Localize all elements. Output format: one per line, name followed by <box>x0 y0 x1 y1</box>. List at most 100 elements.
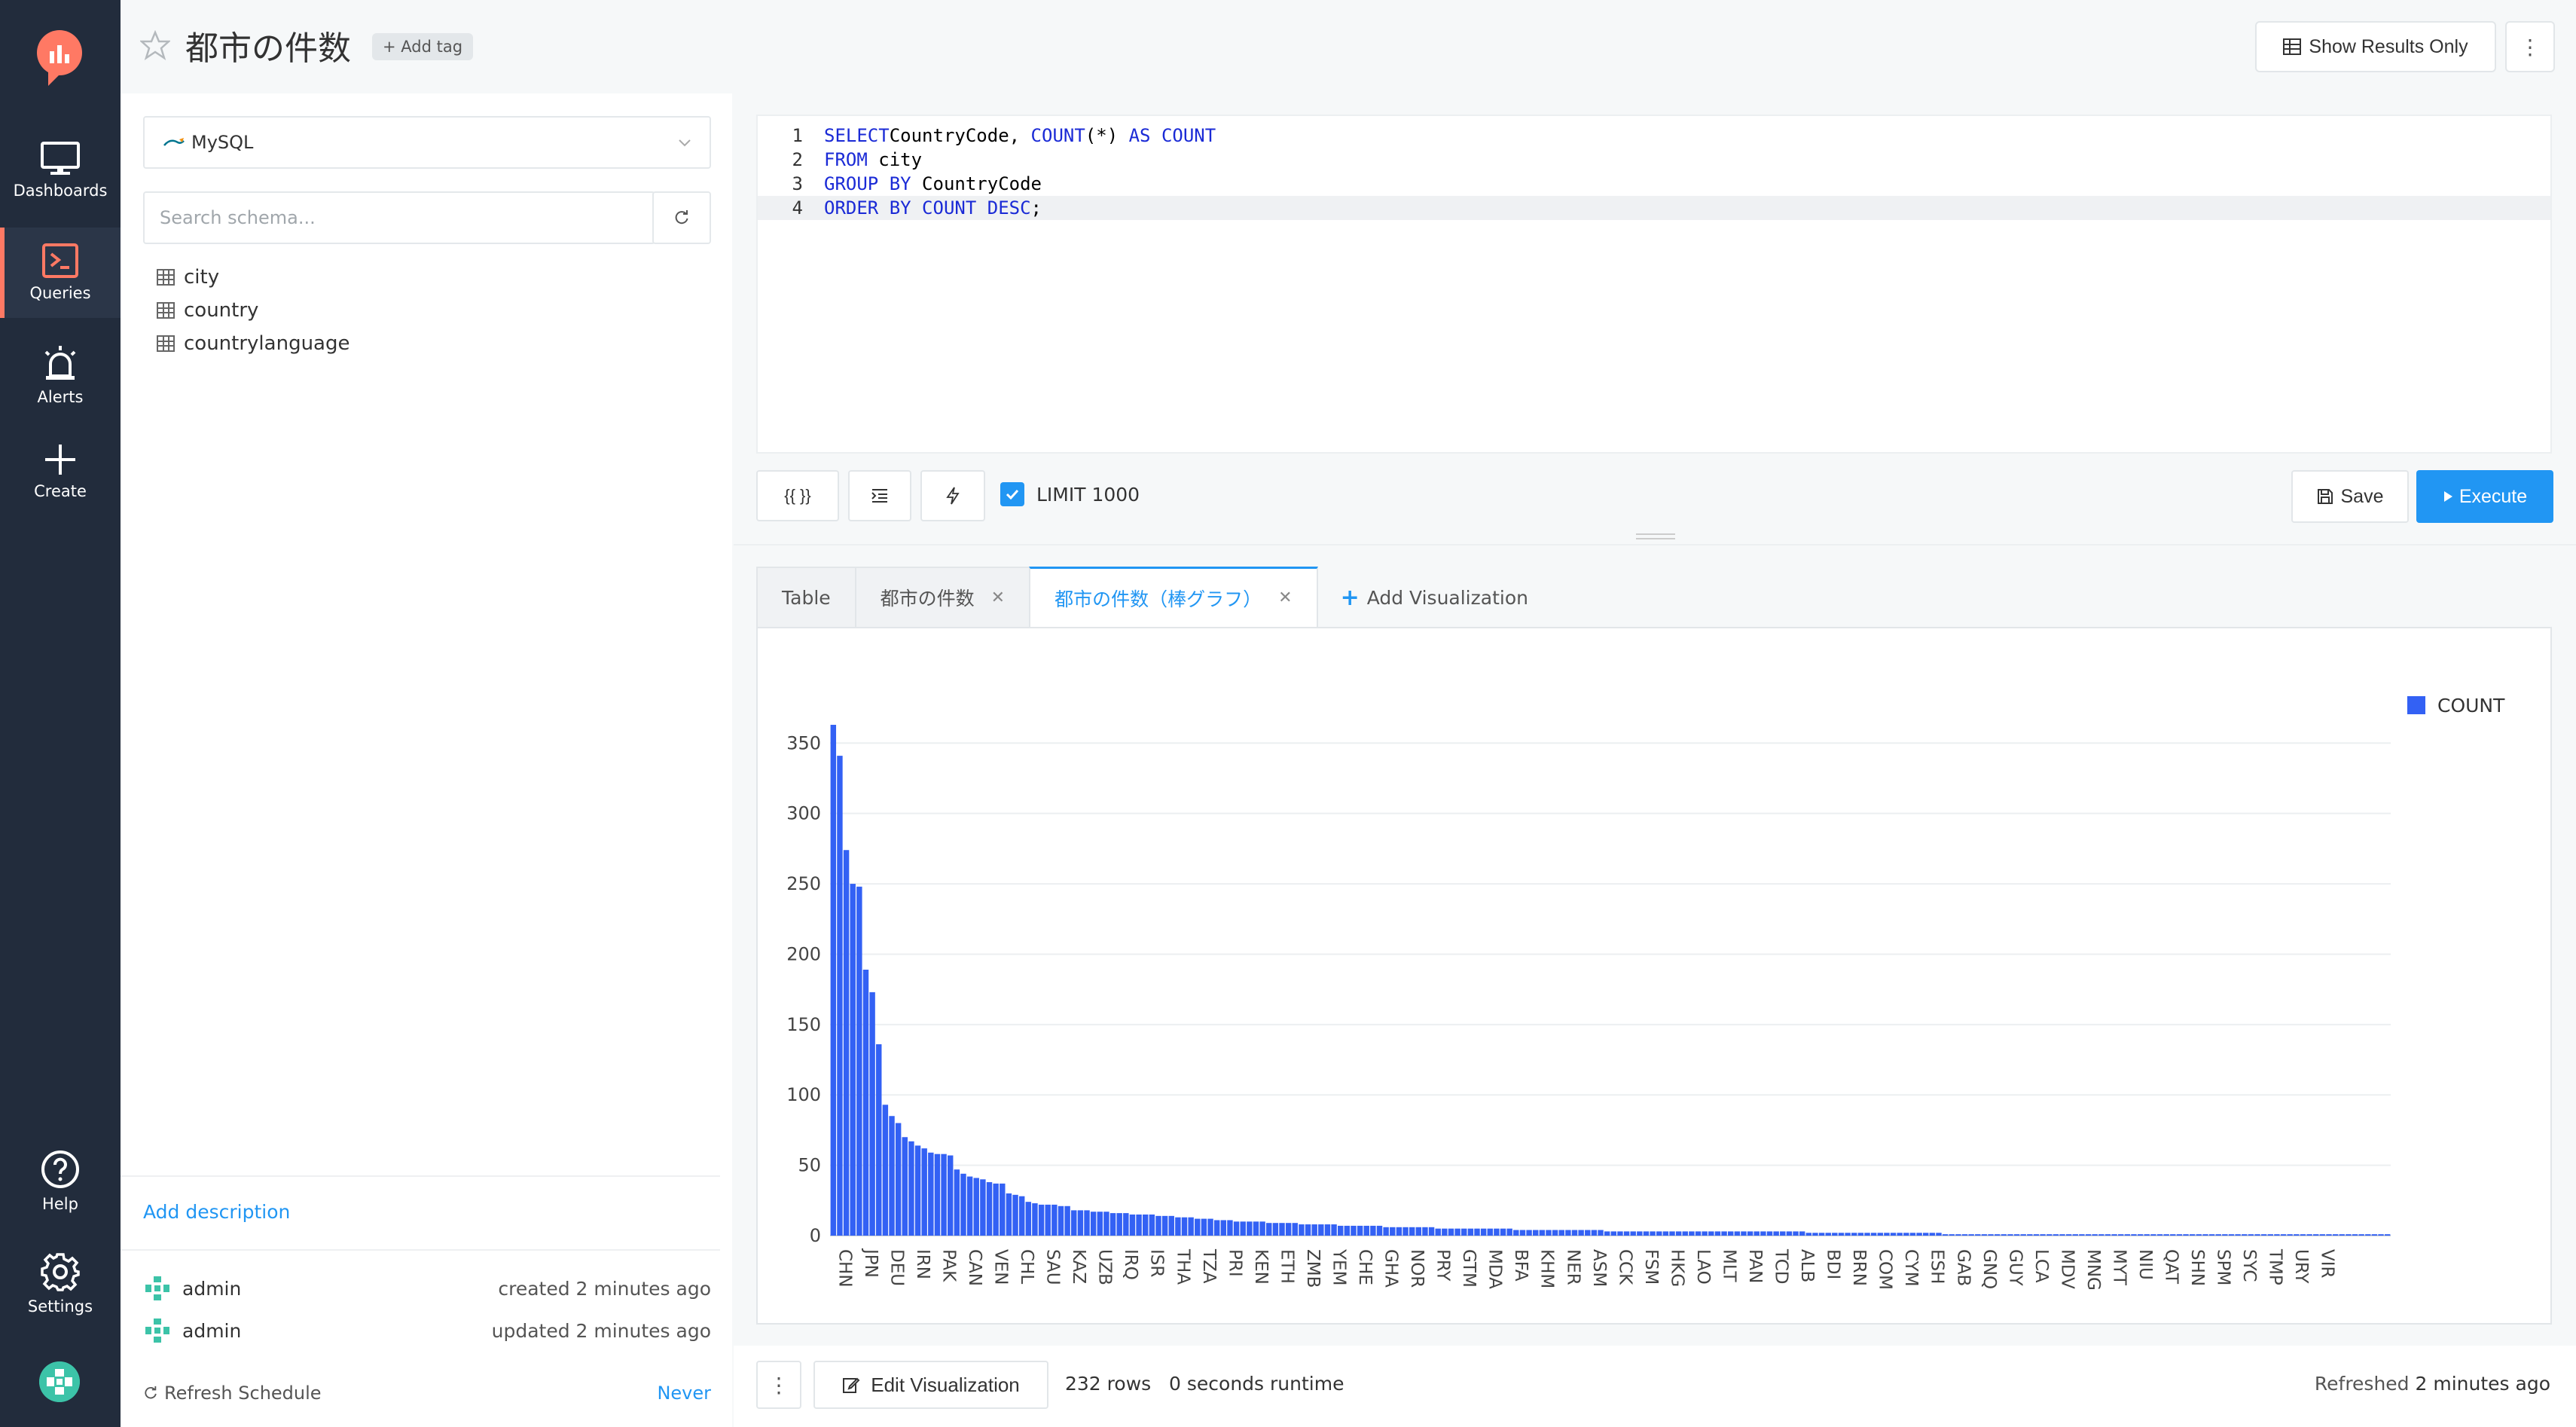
bar[interactable] <box>928 1152 934 1236</box>
bar[interactable] <box>914 1145 921 1236</box>
bar[interactable] <box>1526 1230 1532 1236</box>
bar[interactable] <box>1513 1230 1519 1236</box>
bar[interactable] <box>2339 1234 2345 1236</box>
bar[interactable] <box>2040 1234 2046 1236</box>
bar[interactable] <box>1018 1196 1025 1236</box>
bar[interactable] <box>1818 1233 1825 1236</box>
bar[interactable] <box>2092 1234 2098 1236</box>
bar[interactable] <box>2131 1234 2137 1236</box>
bar[interactable] <box>966 1176 973 1236</box>
bar[interactable] <box>882 1105 889 1236</box>
bar[interactable] <box>934 1154 941 1236</box>
bar[interactable] <box>1604 1231 1610 1236</box>
bar[interactable] <box>1461 1228 1467 1236</box>
bar[interactable] <box>1188 1217 1194 1236</box>
bar[interactable] <box>1747 1231 1753 1236</box>
bar[interactable] <box>1376 1225 1383 1236</box>
bar[interactable] <box>1929 1233 1936 1236</box>
bar[interactable] <box>1923 1233 1929 1236</box>
bar[interactable] <box>2313 1234 2319 1236</box>
bar[interactable] <box>1422 1227 1428 1236</box>
bar[interactable] <box>1500 1228 1506 1236</box>
code-text[interactable]: GROUP BY CountryCode <box>824 173 1042 194</box>
bar[interactable] <box>1838 1233 1845 1236</box>
bar[interactable] <box>1793 1231 1799 1236</box>
bar[interactable] <box>1292 1223 1298 1236</box>
bar[interactable] <box>1363 1225 1369 1236</box>
nav-dashboards[interactable]: Dashboards <box>0 125 121 215</box>
bar[interactable] <box>1734 1231 1741 1236</box>
bar[interactable] <box>1955 1234 1961 1236</box>
bar[interactable] <box>1623 1231 1630 1236</box>
schema-search-input[interactable] <box>143 191 655 244</box>
edit-visualization-button[interactable]: Edit Visualization <box>813 1361 1048 1409</box>
nav-help[interactable]: Help <box>0 1136 121 1227</box>
bar[interactable] <box>862 970 869 1236</box>
bar[interactable] <box>1942 1234 1949 1236</box>
add-description-link[interactable]: Add description <box>143 1201 291 1223</box>
bar[interactable] <box>850 884 856 1236</box>
bar[interactable] <box>1136 1214 1142 1236</box>
bar[interactable] <box>1213 1220 1220 1236</box>
bar[interactable] <box>1161 1215 1168 1236</box>
bar[interactable] <box>921 1148 927 1236</box>
bar[interactable] <box>2183 1234 2189 1236</box>
code-text[interactable]: ORDER BY COUNT DESC; <box>824 197 1042 218</box>
bar[interactable] <box>1533 1230 1539 1236</box>
bar[interactable] <box>2319 1234 2326 1236</box>
refresh-schedule-value[interactable]: Never <box>657 1383 711 1404</box>
close-icon[interactable]: ✕ <box>990 588 1006 607</box>
bar[interactable] <box>2378 1234 2384 1236</box>
code-line[interactable]: 3 GROUP BY CountryCode <box>758 172 2550 196</box>
datasource-select[interactable]: MySQL <box>143 116 711 169</box>
bar[interactable] <box>1578 1230 1584 1236</box>
bar[interactable] <box>1617 1231 1623 1236</box>
bar[interactable] <box>1000 1183 1006 1236</box>
bar[interactable] <box>1669 1231 1675 1236</box>
bar[interactable] <box>1240 1221 1246 1236</box>
bar[interactable] <box>960 1173 966 1236</box>
bar[interactable] <box>1032 1203 1038 1236</box>
user-avatar[interactable] <box>39 1361 80 1402</box>
nav-queries[interactable]: Queries <box>0 228 121 318</box>
code-line[interactable]: 4 ORDER BY COUNT DESC; <box>758 196 2550 220</box>
bar[interactable] <box>2059 1234 2065 1236</box>
bar[interactable] <box>1383 1227 1389 1236</box>
bar[interactable] <box>1552 1230 1558 1236</box>
bar[interactable] <box>2027 1234 2033 1236</box>
bar[interactable] <box>1832 1233 1838 1236</box>
bar[interactable] <box>837 756 843 1236</box>
bar[interactable] <box>2235 1234 2241 1236</box>
schema-table-item[interactable]: countrylanguage <box>157 327 349 360</box>
bar[interactable] <box>1630 1231 1636 1236</box>
bar[interactable] <box>2007 1234 2013 1236</box>
bar[interactable] <box>1857 1233 1864 1236</box>
bar[interactable] <box>1864 1233 1870 1236</box>
bar[interactable] <box>2267 1234 2273 1236</box>
nav-settings[interactable]: Settings <box>0 1239 121 1329</box>
bar[interactable] <box>1890 1233 1897 1236</box>
bar[interactable] <box>1227 1220 1233 1236</box>
bar[interactable] <box>980 1179 986 1236</box>
bar[interactable] <box>1936 1233 1942 1236</box>
bar[interactable] <box>869 992 875 1236</box>
bar[interactable] <box>2124 1234 2131 1236</box>
add-tag-button[interactable]: + Add tag <box>372 33 474 60</box>
bar[interactable] <box>1201 1218 1207 1236</box>
bar[interactable] <box>1338 1225 1344 1236</box>
bar[interactable] <box>1870 1233 1877 1236</box>
bar[interactable] <box>986 1182 993 1236</box>
bar[interactable] <box>1012 1194 1018 1236</box>
bar[interactable] <box>1721 1231 1727 1236</box>
bar[interactable] <box>1266 1223 1272 1236</box>
bar[interactable] <box>2085 1234 2092 1236</box>
bar[interactable] <box>1689 1231 1695 1236</box>
bar[interactable] <box>1143 1214 1149 1236</box>
schema-refresh-button[interactable] <box>652 191 711 244</box>
bar[interactable] <box>993 1183 999 1236</box>
save-button[interactable]: Save <box>2291 470 2409 523</box>
bar[interactable] <box>1344 1225 1351 1236</box>
bar[interactable] <box>1825 1233 1831 1236</box>
bar[interactable] <box>2287 1234 2293 1236</box>
bar[interactable] <box>1175 1217 1181 1236</box>
